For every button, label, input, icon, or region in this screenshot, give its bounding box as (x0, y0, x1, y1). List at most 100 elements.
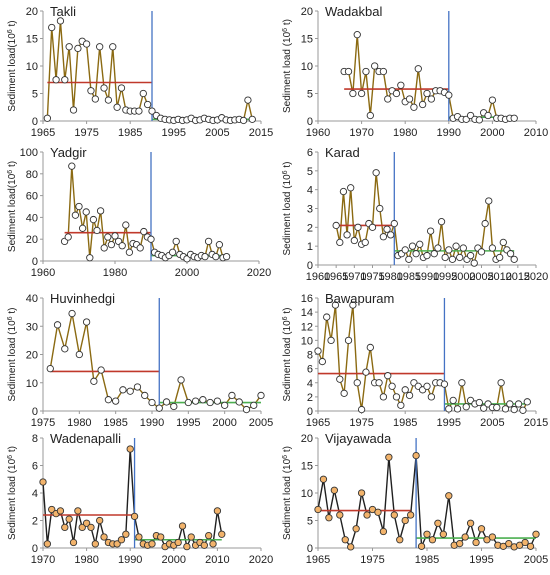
data-point (199, 396, 207, 404)
y-axis-label-tail: t) (7, 446, 18, 455)
x-tick-label: 1975 (360, 271, 384, 283)
data-point (445, 246, 453, 254)
x-tick-label: 2015 (524, 417, 548, 429)
data-point (200, 541, 208, 549)
data-point (416, 240, 424, 248)
data-point (148, 540, 156, 548)
x-tick-label: 1965 (324, 271, 348, 283)
data-point (157, 533, 165, 541)
y-tick-label: 4 (307, 378, 313, 390)
data-point (423, 251, 431, 260)
data-point (339, 187, 348, 196)
y-tick-label: 16 (301, 293, 313, 305)
data-point (379, 393, 388, 401)
data-point (206, 398, 214, 407)
y-axis-label-superscript: 6 (7, 316, 14, 320)
data-point (248, 115, 256, 124)
data-point (375, 379, 383, 387)
y-axis-label-superscript: 6 (282, 455, 289, 459)
data-point (505, 539, 513, 548)
x-tick-label: 2015 (249, 127, 273, 139)
data-point (357, 405, 366, 414)
data-point (405, 391, 414, 400)
data-point (143, 100, 152, 109)
x-tick-label: 2020 (249, 554, 273, 566)
data-point (390, 219, 398, 228)
y-tick-label: 0 (307, 543, 313, 555)
x-tick-label: 2005 (469, 271, 493, 283)
data-point (456, 253, 464, 262)
data-point (484, 111, 492, 120)
y-tick-label: 12 (301, 321, 313, 333)
x-tick-label: 1985 (415, 554, 439, 566)
data-point (148, 398, 156, 407)
data-point (496, 253, 504, 262)
y-axis-label-main: Sediment load (10 (282, 31, 293, 113)
y-tick-label: 0 (307, 406, 313, 418)
y-axis-label-tail: t) (282, 162, 293, 171)
y-axis-label: Sediment load (106 t) (282, 308, 294, 402)
data-point (462, 403, 470, 411)
data-point (439, 530, 447, 538)
y-axis-label-superscript: 6 (282, 28, 289, 32)
y-tick-label: 6 (307, 364, 313, 376)
data-point (506, 400, 514, 408)
y-tick-label: 10 (301, 61, 313, 73)
data-point (100, 533, 108, 541)
data-point (239, 116, 248, 125)
y-axis-label: Sediment load(106 t) (7, 20, 19, 111)
data-point (64, 233, 72, 241)
data-point (213, 397, 222, 405)
y-axis-label-superscript: 6 (7, 170, 14, 174)
data-point (119, 386, 127, 394)
y-tick-label: 5 (307, 89, 313, 101)
data-point (510, 114, 518, 122)
data-point (242, 405, 251, 414)
data-point (363, 511, 371, 519)
data-point (141, 391, 149, 400)
data-point (118, 242, 126, 250)
data-point (440, 380, 449, 388)
x-tick-label: 1990 (437, 127, 461, 139)
data-point (347, 184, 355, 192)
data-point (96, 516, 104, 525)
y-axis-label-superscript: 6 (7, 455, 14, 459)
data-point (65, 43, 73, 51)
y-axis-label-main: Sediment load(10 (7, 33, 18, 112)
data-point (74, 44, 82, 53)
y-axis-label: Sediment load (106 t) (282, 162, 294, 256)
data-point (396, 536, 404, 544)
data-point (453, 405, 462, 413)
data-point (126, 445, 134, 453)
data-point (344, 67, 353, 76)
y-tick-label: 8 (307, 350, 313, 362)
x-tick-label: 1975 (74, 127, 98, 139)
data-point (461, 533, 469, 541)
x-tick-label: 1995 (437, 417, 461, 429)
chart-panel: 0 2 4 6 8 1970 1980 1990 2000 2010 2020 Sediment lo… (7, 431, 274, 566)
data-point (392, 89, 401, 98)
data-point (501, 405, 510, 413)
data-point (385, 453, 393, 461)
y-tick-label: 80 (26, 169, 38, 181)
data-point (405, 95, 414, 103)
y-axis-label-superscript: 6 (282, 170, 289, 174)
series-line (344, 34, 515, 121)
data-point (213, 507, 222, 515)
x-tick-label: 2005 (205, 127, 229, 139)
y-tick-label: 5 (307, 166, 313, 178)
data-point (130, 512, 139, 521)
data-point (362, 67, 370, 76)
x-tick-label: 1980 (378, 271, 402, 283)
y-tick-label: 20 (26, 234, 38, 246)
panel-title: Takli (50, 4, 76, 19)
y-axis-label-tail: t) (282, 308, 293, 317)
x-tick-label: 2010 (487, 271, 511, 283)
data-point (532, 530, 540, 538)
x-tick-label: 2015 (506, 271, 530, 283)
data-point (466, 251, 475, 260)
data-point (61, 523, 69, 532)
y-axis-label-tail: t) (282, 446, 293, 455)
y-tick-label: 0 (32, 543, 38, 555)
data-point (68, 309, 76, 318)
